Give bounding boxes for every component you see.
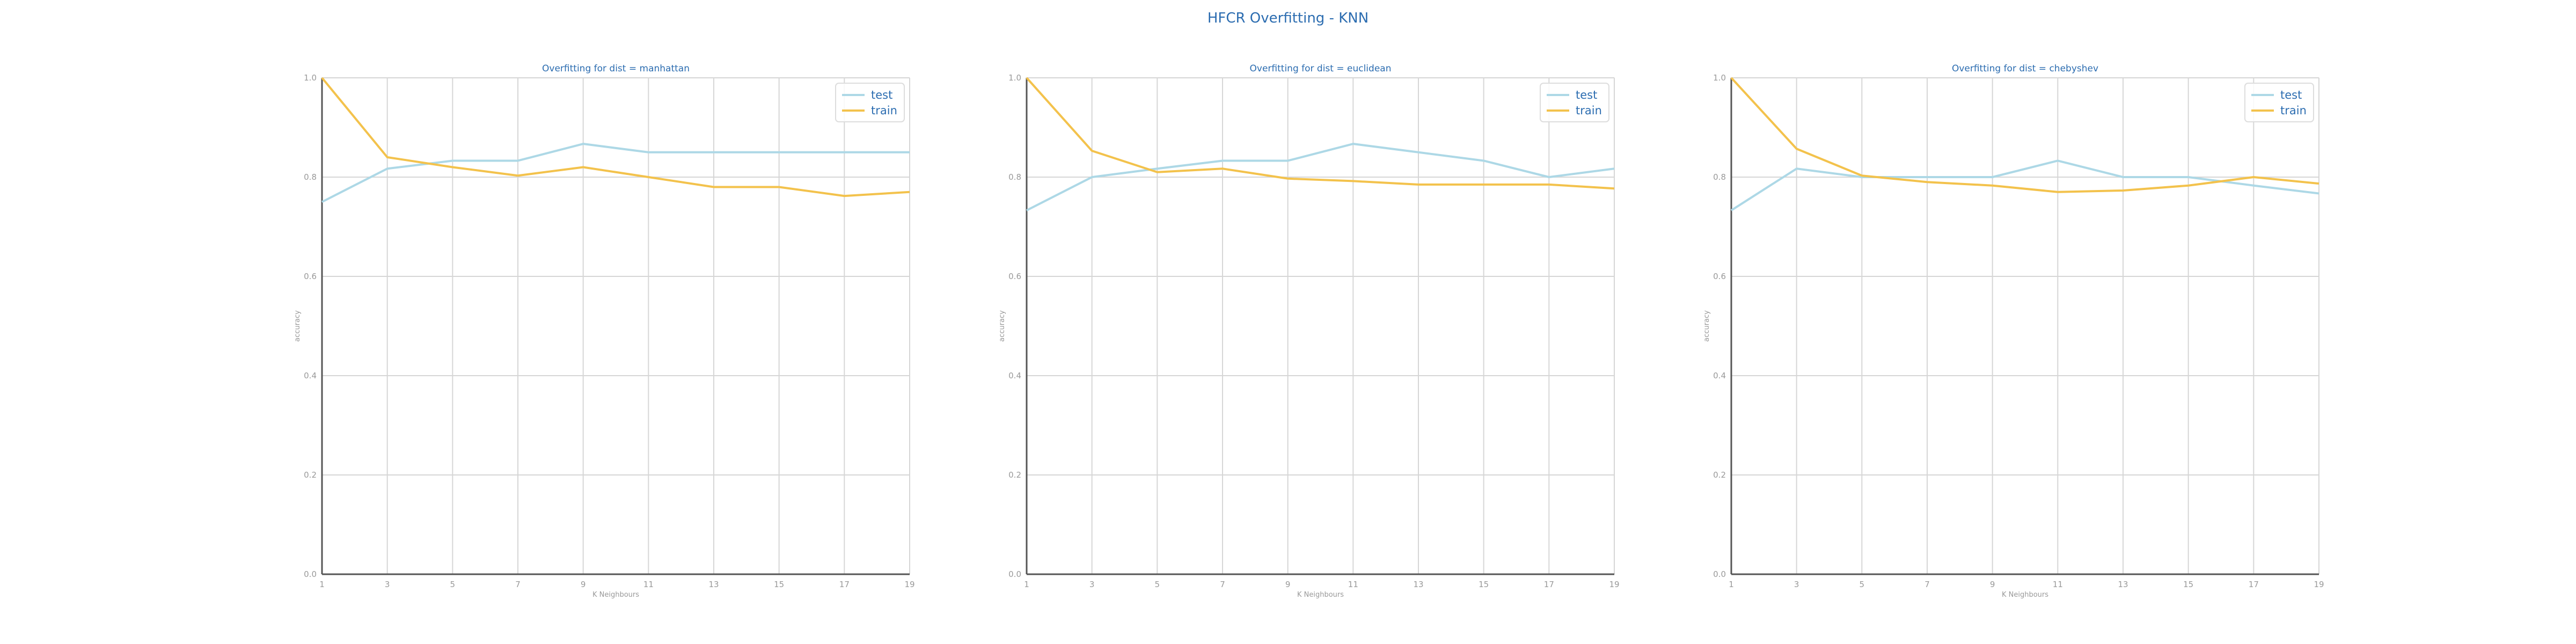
x-tick-label: 7 (515, 580, 521, 589)
legend-label-test: test (871, 89, 892, 101)
x-tick-label: 17 (839, 580, 850, 589)
x-tick-label: 1 (319, 580, 325, 589)
plot-area (321, 77, 910, 575)
series-line-test (1026, 143, 1615, 211)
x-tick-label: 9 (1990, 580, 1995, 589)
x-tick-label: 19 (2314, 580, 2324, 589)
x-tick-label: 17 (2249, 580, 2259, 589)
x-axis-label: K Neighbours (1297, 591, 1344, 599)
x-tick-label: 15 (1479, 580, 1489, 589)
x-tick-label: 13 (2118, 580, 2128, 589)
series-line-train (321, 77, 910, 197)
series-line-train (1026, 77, 1615, 190)
y-tick-label: 0.2 (304, 470, 317, 480)
series-line-train (1730, 77, 2319, 193)
x-tick-label: 5 (450, 580, 456, 589)
legend-label-test: test (1576, 89, 1597, 101)
plot-area (1731, 77, 2319, 575)
x-tick-label: 13 (708, 580, 719, 589)
series-line-test (321, 143, 910, 203)
y-tick-label: 1.0 (304, 73, 317, 83)
x-tick-label: 15 (774, 580, 784, 589)
x-tick-label: 1 (1024, 580, 1029, 589)
chart-panel-2: 1 3 5 7 9 11 13 15 17 190.00.20.40.60.81.0K Neigh… (1703, 63, 2324, 599)
x-axis-label: K Neighbours (592, 591, 639, 599)
y-tick-label: 0.8 (1713, 172, 1726, 182)
legend-label-train: train (871, 104, 897, 117)
x-tick-label: 19 (1609, 580, 1619, 589)
y-tick-label: 1.0 (1713, 73, 1726, 83)
panel-title: Overfitting for dist = euclidean (1250, 63, 1392, 74)
legend-box (835, 83, 905, 122)
x-tick-label: 3 (1089, 580, 1095, 589)
y-tick-label: 0.8 (1008, 172, 1021, 182)
chart-panel-0: 1 3 5 7 9 11 13 15 17 190.00.20.40.60.81.0K Neigh… (294, 63, 915, 599)
x-tick-label: 11 (643, 580, 654, 589)
y-tick-label: 1.0 (1008, 73, 1021, 83)
x-axis-label: K Neighbours (2002, 591, 2048, 599)
legend-box (2244, 83, 2314, 122)
chart-panels: 1 3 5 7 9 11 13 15 17 190.00.20.40.60.81.0K Neigh… (294, 63, 2324, 599)
legend-label-train: train (1576, 104, 1602, 117)
x-tick-label: 13 (1413, 580, 1423, 589)
x-tick-label: 7 (1924, 580, 1930, 589)
x-tick-label: 9 (1285, 580, 1291, 589)
x-tick-label: 5 (1155, 580, 1160, 589)
legend-label-train: train (2280, 104, 2307, 117)
panel-title: Overfitting for dist = manhattan (542, 63, 690, 74)
panel-title: Overfitting for dist = chebyshev (1952, 63, 2098, 74)
x-tick-label: 15 (2183, 580, 2193, 589)
legend: test train (1540, 83, 1609, 122)
x-tick-label: 5 (1860, 580, 1865, 589)
legend-box (1540, 83, 1609, 122)
legend: test train (835, 83, 905, 122)
y-tick-label: 0.4 (1713, 371, 1726, 380)
legend: test train (2244, 83, 2314, 122)
y-tick-label: 0.6 (1713, 272, 1726, 281)
x-tick-label: 11 (1348, 580, 1358, 589)
figure-title: HFCR Overfitting - KNN (1208, 10, 1368, 26)
x-tick-label: 17 (1544, 580, 1554, 589)
y-tick-label: 0.4 (1008, 371, 1021, 380)
y-tick-label: 0.2 (1008, 470, 1021, 480)
y-tick-label: 0.0 (304, 569, 317, 579)
y-axis-label: accuracy (1703, 310, 1711, 342)
x-tick-label: 3 (1794, 580, 1799, 589)
y-axis-label: accuracy (998, 310, 1006, 342)
x-tick-label: 9 (581, 580, 586, 589)
legend-label-test: test (2280, 89, 2302, 101)
y-tick-label: 0.0 (1713, 569, 1726, 579)
x-tick-label: 3 (385, 580, 390, 589)
y-tick-label: 0.0 (1008, 569, 1021, 579)
y-tick-label: 0.4 (304, 371, 317, 380)
chart-panel-1: 1 3 5 7 9 11 13 15 17 190.00.20.40.60.81.0K Neigh… (998, 63, 1620, 599)
y-tick-label: 0.6 (304, 272, 317, 281)
y-tick-label: 0.2 (1713, 470, 1726, 480)
x-tick-label: 11 (2053, 580, 2063, 589)
y-axis-label: accuracy (294, 310, 302, 342)
x-tick-label: 7 (1220, 580, 1225, 589)
y-tick-label: 0.8 (304, 172, 317, 182)
x-tick-label: 19 (904, 580, 914, 589)
x-tick-label: 1 (1729, 580, 1734, 589)
y-tick-label: 0.6 (1008, 272, 1021, 281)
